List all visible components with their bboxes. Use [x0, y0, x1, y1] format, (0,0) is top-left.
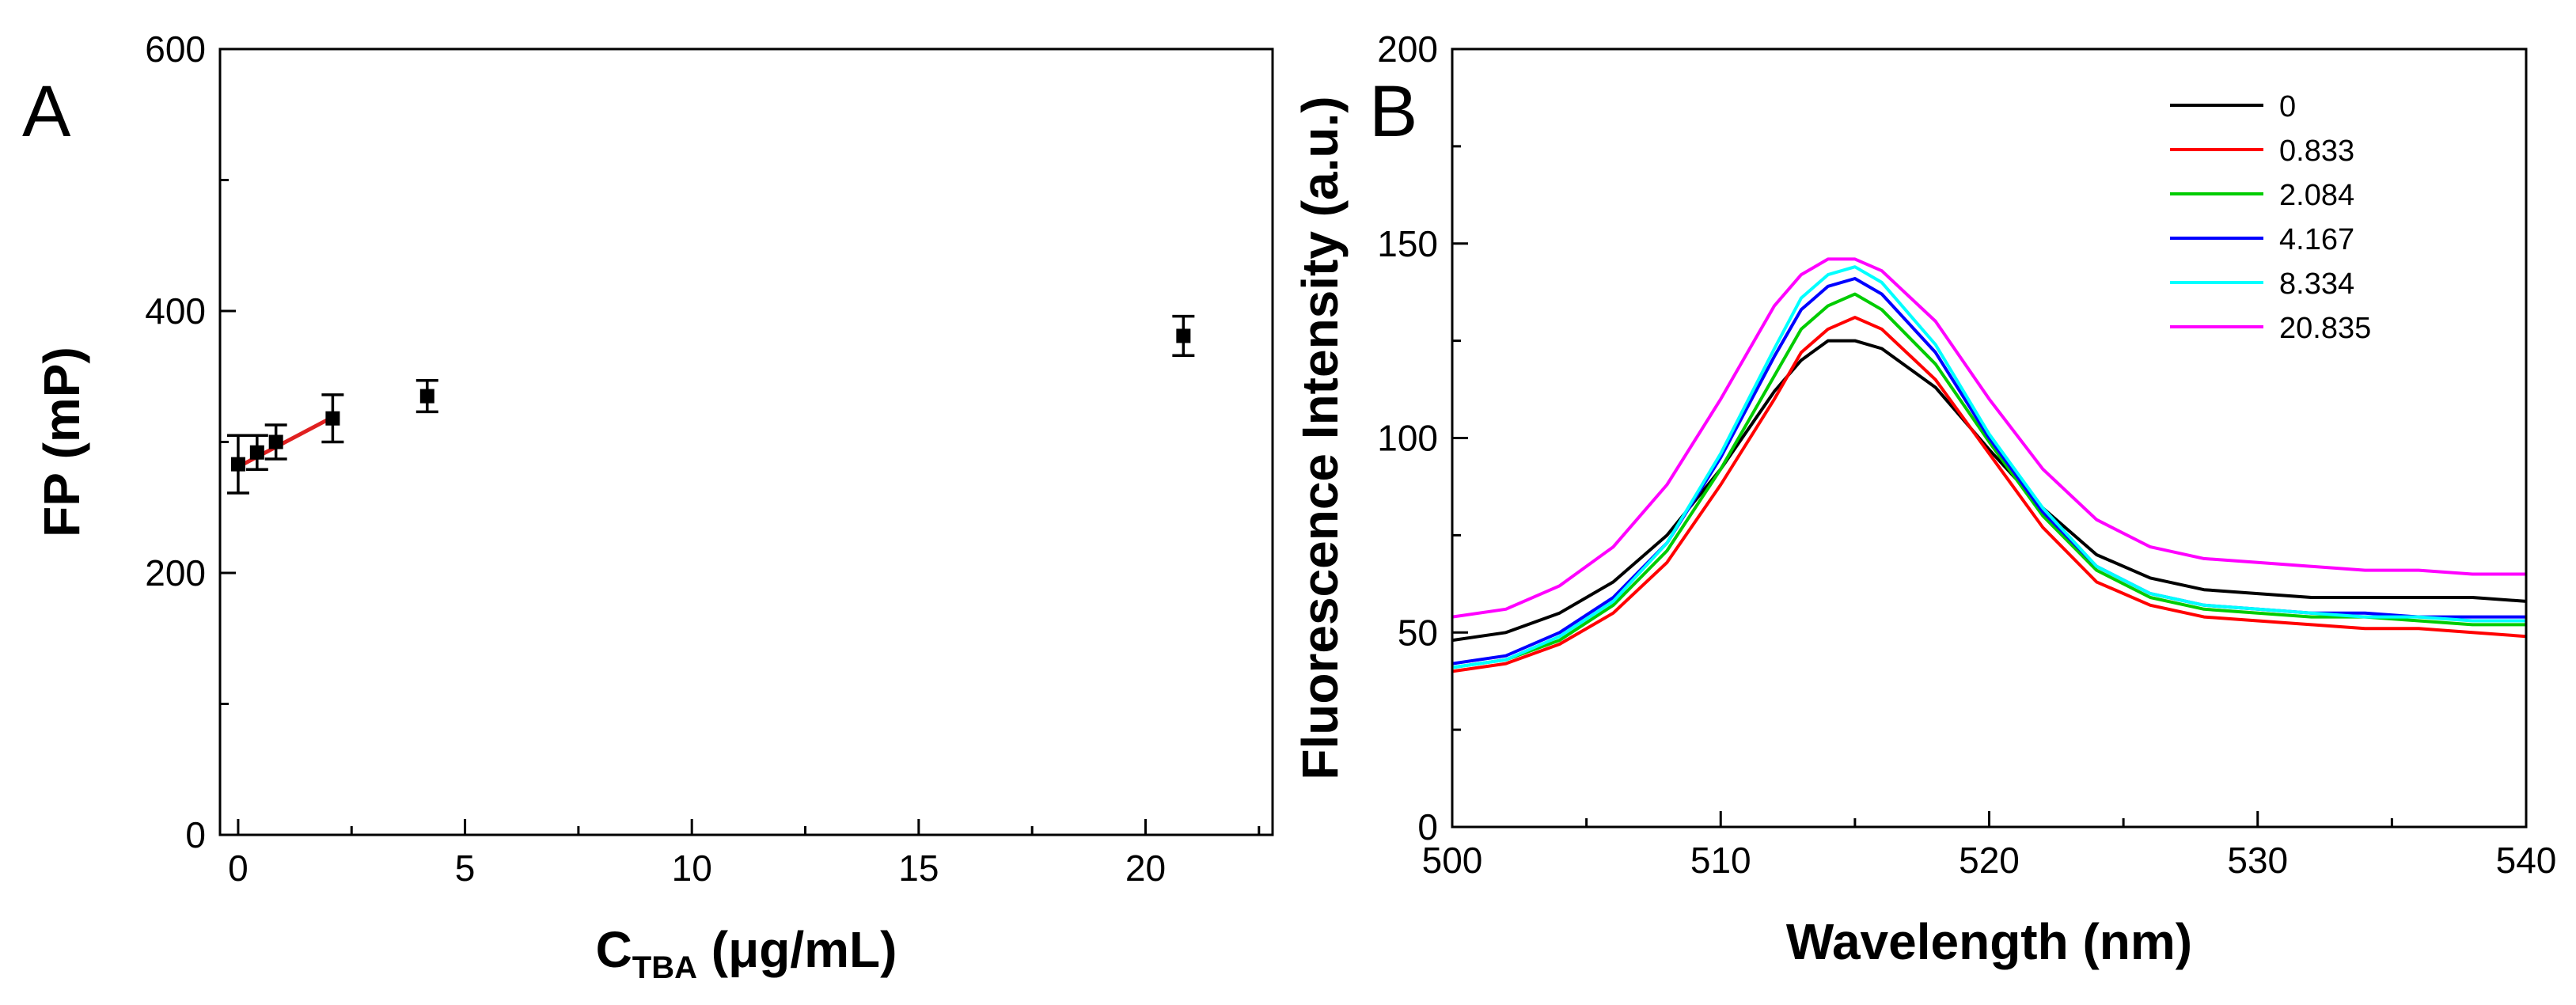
legend: 0 0.833 2.084 4.167 8.334 20.835	[2170, 90, 2371, 345]
legend-label: 0.833	[2279, 135, 2354, 168]
point-marker	[325, 411, 340, 426]
legend-label: 8.334	[2279, 267, 2354, 301]
x-tick-label: 20	[1125, 848, 1166, 889]
x-tick-label: 530	[2227, 840, 2288, 881]
y-axis-title: FP (mP)	[33, 347, 90, 537]
x-tick-label: 5	[455, 848, 476, 889]
panel-b-plot-frame	[1451, 47, 2528, 829]
series-line-20.835	[1452, 257, 2526, 619]
x-axis-title: CTBA (μg/mL)	[596, 921, 897, 985]
data-point	[321, 393, 344, 444]
x-tick-label: 500	[1422, 840, 1483, 881]
y-tick-label: 0	[185, 814, 206, 855]
point-marker	[249, 445, 264, 460]
series-line-8.334	[1452, 265, 2526, 669]
x-axis-title-unit: (μg/mL)	[697, 921, 897, 978]
x-tick-label: 510	[1690, 840, 1751, 881]
x-axis-title: Wavelength (nm)	[1786, 913, 2192, 970]
panel-a-plot-frame	[218, 47, 1274, 836]
point-marker	[1176, 328, 1191, 343]
x-tick-label: 10	[672, 848, 712, 889]
legend-item: 0	[2170, 90, 2296, 123]
legend-item: 8.334	[2170, 267, 2354, 301]
y-tick-label: 50	[1398, 612, 1438, 653]
y-tick-label: 200	[1377, 28, 1438, 70]
y-tick-label: 150	[1377, 223, 1438, 264]
x-tick-label: 0	[228, 848, 248, 889]
y-tick-label: 0	[1417, 806, 1438, 848]
y-tick-label: 400	[145, 290, 206, 332]
y-tick-label: 100	[1377, 418, 1438, 459]
y-tick-label: 600	[145, 28, 206, 70]
data-point	[1172, 314, 1195, 358]
x-axis-title-subscript: TBA	[632, 950, 697, 985]
data-point	[415, 378, 438, 414]
point-marker	[419, 389, 434, 404]
series-line-0	[1452, 339, 2526, 643]
x-tick-label: 520	[1959, 840, 2020, 881]
point-marker	[268, 434, 283, 449]
legend-label: 2.084	[2279, 179, 2354, 212]
legend-label: 0	[2279, 90, 2296, 123]
legend-label: 4.167	[2279, 223, 2354, 256]
series-line-0.833	[1452, 316, 2526, 673]
panel-a-chart: 0 200 400 600 0 5 10 15 20 A FP (mP) CTBA (μg/mL)	[22, 28, 1274, 985]
legend-label: 20.835	[2279, 312, 2371, 345]
point-marker	[230, 457, 245, 472]
panel-b-chart: 0 50 100 150 200 500 510 520 530 540 0 0.833 2.084 4.…	[1292, 28, 2556, 970]
y-tick-label: 200	[145, 552, 206, 594]
legend-item: 4.167	[2170, 223, 2354, 256]
x-tick-label: 540	[2496, 840, 2557, 881]
legend-item: 2.084	[2170, 179, 2354, 212]
panel-label: A	[22, 71, 71, 152]
legend-item: 20.835	[2170, 312, 2371, 345]
x-tick-label: 15	[898, 848, 939, 889]
data-point	[245, 434, 268, 472]
series-line-2.084	[1452, 292, 2526, 669]
y-axis-title: Fluorescence Intensity (a.u.)	[1292, 96, 1349, 779]
data-point	[226, 434, 249, 495]
x-axis-title-main: C	[596, 921, 632, 978]
panel-label: B	[1369, 71, 1417, 152]
data-point	[264, 423, 287, 461]
legend-item: 0.833	[2170, 135, 2354, 168]
